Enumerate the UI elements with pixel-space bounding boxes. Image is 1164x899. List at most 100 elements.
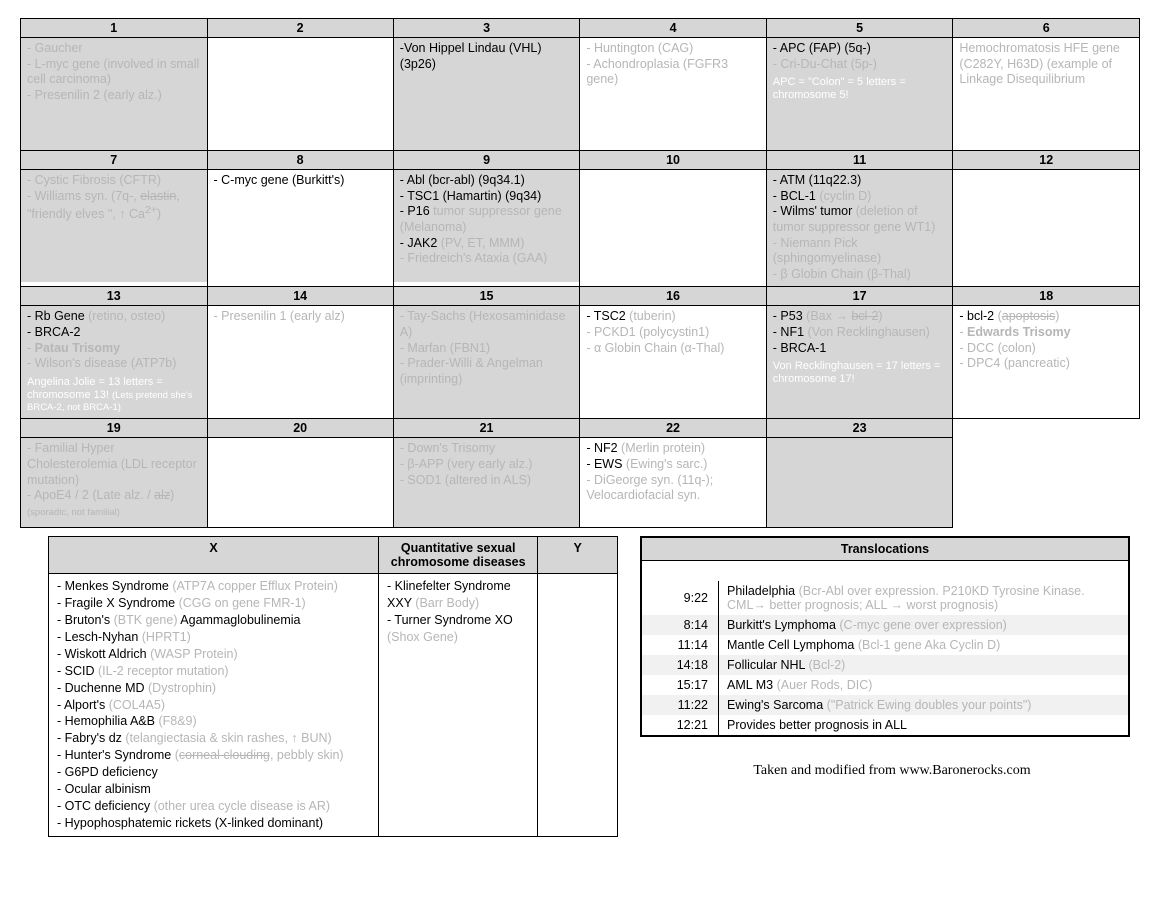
chr-content: - NF2 (Merlin protein)- EWS (Ewing's sar… [580,438,765,527]
chr-content: - P53 (Bax → bcl-2)- NF1 (Von Recklingha… [767,306,953,418]
chr-content [208,438,393,527]
translocation-desc: Philadelphia (Bcr-Abl over expression. P… [719,581,1130,615]
cell-chr8: 8- C-myc gene (Burkitt's) [207,151,393,287]
xy-table: X Quantitative sexual chromosome disease… [48,536,618,836]
chr-number: 3 [394,19,580,38]
chr-content: - TSC2 (tuberin)- PCKD1 (polycystin1)- α… [580,306,765,418]
cell-chr14: 14- Presenilin 1 (early alz) [207,287,393,419]
chr-number: 22 [580,419,765,438]
translocation-desc: AML M3 (Auer Rods, DIC) [719,675,1130,695]
translocation-key: 12:21 [641,715,719,736]
cell-chr18: 18- bcl-2 (apoptosis)- Edwards Trisomy- … [953,287,1140,419]
y-diseases [538,574,618,836]
cell-chr19: 19- Familial Hyper Cholesterolemia (LDL … [21,419,208,528]
translocation-key: 8:14 [641,615,719,635]
chr-number: 7 [21,151,207,170]
translocations-table: Translocations 9:22Philadelphia (Bcr-Abl… [640,536,1130,737]
chr-number: 11 [767,151,953,170]
lower-section: X Quantitative sexual chromosome disease… [48,536,1144,836]
cell-chr10: 10 [580,151,766,287]
cell-chr6: 6Hemochromatosis HFE gene (C282Y, H63D) … [953,19,1140,151]
cell-chr12: 12 [953,151,1140,287]
chr-content: - Down's Trisomy- β-APP (very early alz.… [394,438,580,527]
cell-chr1: 1- Gaucher- L-myc gene (involved in smal… [21,19,208,151]
cell-chr15: 15- Tay-Sachs (Hexosaminidase A)- Marfan… [393,287,580,419]
chromosome-grid: 1- Gaucher- L-myc gene (involved in smal… [20,18,1140,528]
translocation-row: 9:22Philadelphia (Bcr-Abl over expressio… [641,581,1129,615]
chr-content [208,38,393,150]
chr-number: 8 [208,151,393,170]
cell-chr17: 17- P53 (Bax → bcl-2)- NF1 (Von Reckling… [766,287,953,419]
chr-number: 20 [208,419,393,438]
chr-content: - Gaucher- L-myc gene (involved in small… [21,38,207,150]
chr-number: 9 [394,151,580,170]
cell-chr16: 16- TSC2 (tuberin)- PCKD1 (polycystin1)-… [580,287,766,419]
chr-number: 2 [208,19,393,38]
translocation-desc: Mantle Cell Lymphoma (Bcl-1 gene Aka Cyc… [719,635,1130,655]
translocation-key: 14:18 [641,655,719,675]
credit-line: Taken and modified from www.Baronerocks.… [640,763,1144,779]
chr-number: 19 [21,419,207,438]
chr-content [767,438,953,527]
chr-number: 13 [21,287,207,306]
chr-content: - Tay-Sachs (Hexosaminidase A)- Marfan (… [394,306,580,418]
translocation-desc: Follicular NHL (Bcl-2) [719,655,1130,675]
translocation-key: 11:22 [641,695,719,715]
cell-chr20: 20 [207,419,393,528]
chr-number: 23 [767,419,953,438]
cell-chr21: 21- Down's Trisomy- β-APP (very early al… [393,419,580,528]
translocation-row: 15:17AML M3 (Auer Rods, DIC) [641,675,1129,695]
chr-content [580,170,765,282]
cell-chr22: 22- NF2 (Merlin protein)- EWS (Ewing's s… [580,419,766,528]
translocations-title: Translocations [641,537,1129,561]
chr-number: 5 [767,19,953,38]
translocation-row: 11:14Mantle Cell Lymphoma (Bcl-1 gene Ak… [641,635,1129,655]
chr-content: - Abl (bcr-abl) (9q34.1)- TSC1 (Hamartin… [394,170,580,282]
cell-chr9: 9- Abl (bcr-abl) (9q34.1)- TSC1 (Hamarti… [393,151,580,287]
translocation-key: 9:22 [641,581,719,615]
cell-chr4: 4- Huntington (CAG)- Achondroplasia (FGF… [580,19,766,151]
empty-cell [953,419,1140,528]
chr-number: 21 [394,419,580,438]
chr-content: - Familial Hyper Cholesterolemia (LDL re… [21,438,207,527]
chr-content: - ATM (11q22.3)- BCL-1 (cyclin D)- Wilms… [767,170,953,286]
spacer [641,561,1129,582]
chr-number: 15 [394,287,580,306]
quantitative-diseases: - Klinefelter Syndrome XXY (Barr Body)- … [379,574,538,836]
chr-number: 6 [953,19,1139,38]
cell-chr11: 11- ATM (11q22.3)- BCL-1 (cyclin D)- Wil… [766,151,953,287]
chr-content: - bcl-2 (apoptosis)- Edwards Trisomy- DC… [953,306,1139,418]
chr-number: 1 [21,19,207,38]
cell-chr7: 7- Cystic Fibrosis (CFTR)- Williams syn.… [21,151,208,287]
cell-chr23: 23 [766,419,953,528]
translocation-desc: Provides better prognosis in ALL [719,715,1130,736]
right-column: Translocations 9:22Philadelphia (Bcr-Abl… [640,536,1144,836]
header-y: Y [538,537,618,574]
cell-chr5: 5- APC (FAP) (5q-)- Cri-Du-Chat (5p-)APC… [766,19,953,151]
chr-content: - Presenilin 1 (early alz) [208,306,393,418]
chr-content: - Cystic Fibrosis (CFTR)- Williams syn. … [21,170,207,282]
chr-content: -Von Hippel Lindau (VHL) (3p26) [394,38,580,150]
chr-content: - Huntington (CAG)- Achondroplasia (FGFR… [580,38,765,150]
chr-number: 17 [767,287,953,306]
chr-number: 16 [580,287,765,306]
translocation-desc: Ewing's Sarcoma ("Patrick Ewing doubles … [719,695,1130,715]
chr-content: Hemochromatosis HFE gene (C282Y, H63D) (… [953,38,1139,150]
chr-number: 12 [953,151,1139,170]
chr-number: 18 [953,287,1139,306]
translocation-row: 8:14Burkitt's Lymphoma (C-myc gene over … [641,615,1129,635]
translocation-row: 11:22Ewing's Sarcoma ("Patrick Ewing dou… [641,695,1129,715]
header-x: X [49,537,379,574]
translocation-key: 11:14 [641,635,719,655]
cell-chr13: 13- Rb Gene (retino, osteo)- BRCA-2- Pat… [21,287,208,419]
translocations-body: 9:22Philadelphia (Bcr-Abl over expressio… [641,581,1129,736]
cell-chr3: 3-Von Hippel Lindau (VHL) (3p26) [393,19,580,151]
chr-content: - C-myc gene (Burkitt's) [208,170,393,282]
translocation-desc: Burkitt's Lymphoma (C-myc gene over expr… [719,615,1130,635]
chr-content [953,170,1139,282]
chr-number: 10 [580,151,765,170]
chr-content: - APC (FAP) (5q-)- Cri-Du-Chat (5p-)APC … [767,38,953,150]
x-diseases: - Menkes Syndrome (ATP7A copper Efflux P… [49,574,379,836]
header-quantitative: Quantitative sexual chromosome diseases [379,537,538,574]
cell-chr2: 2 [207,19,393,151]
